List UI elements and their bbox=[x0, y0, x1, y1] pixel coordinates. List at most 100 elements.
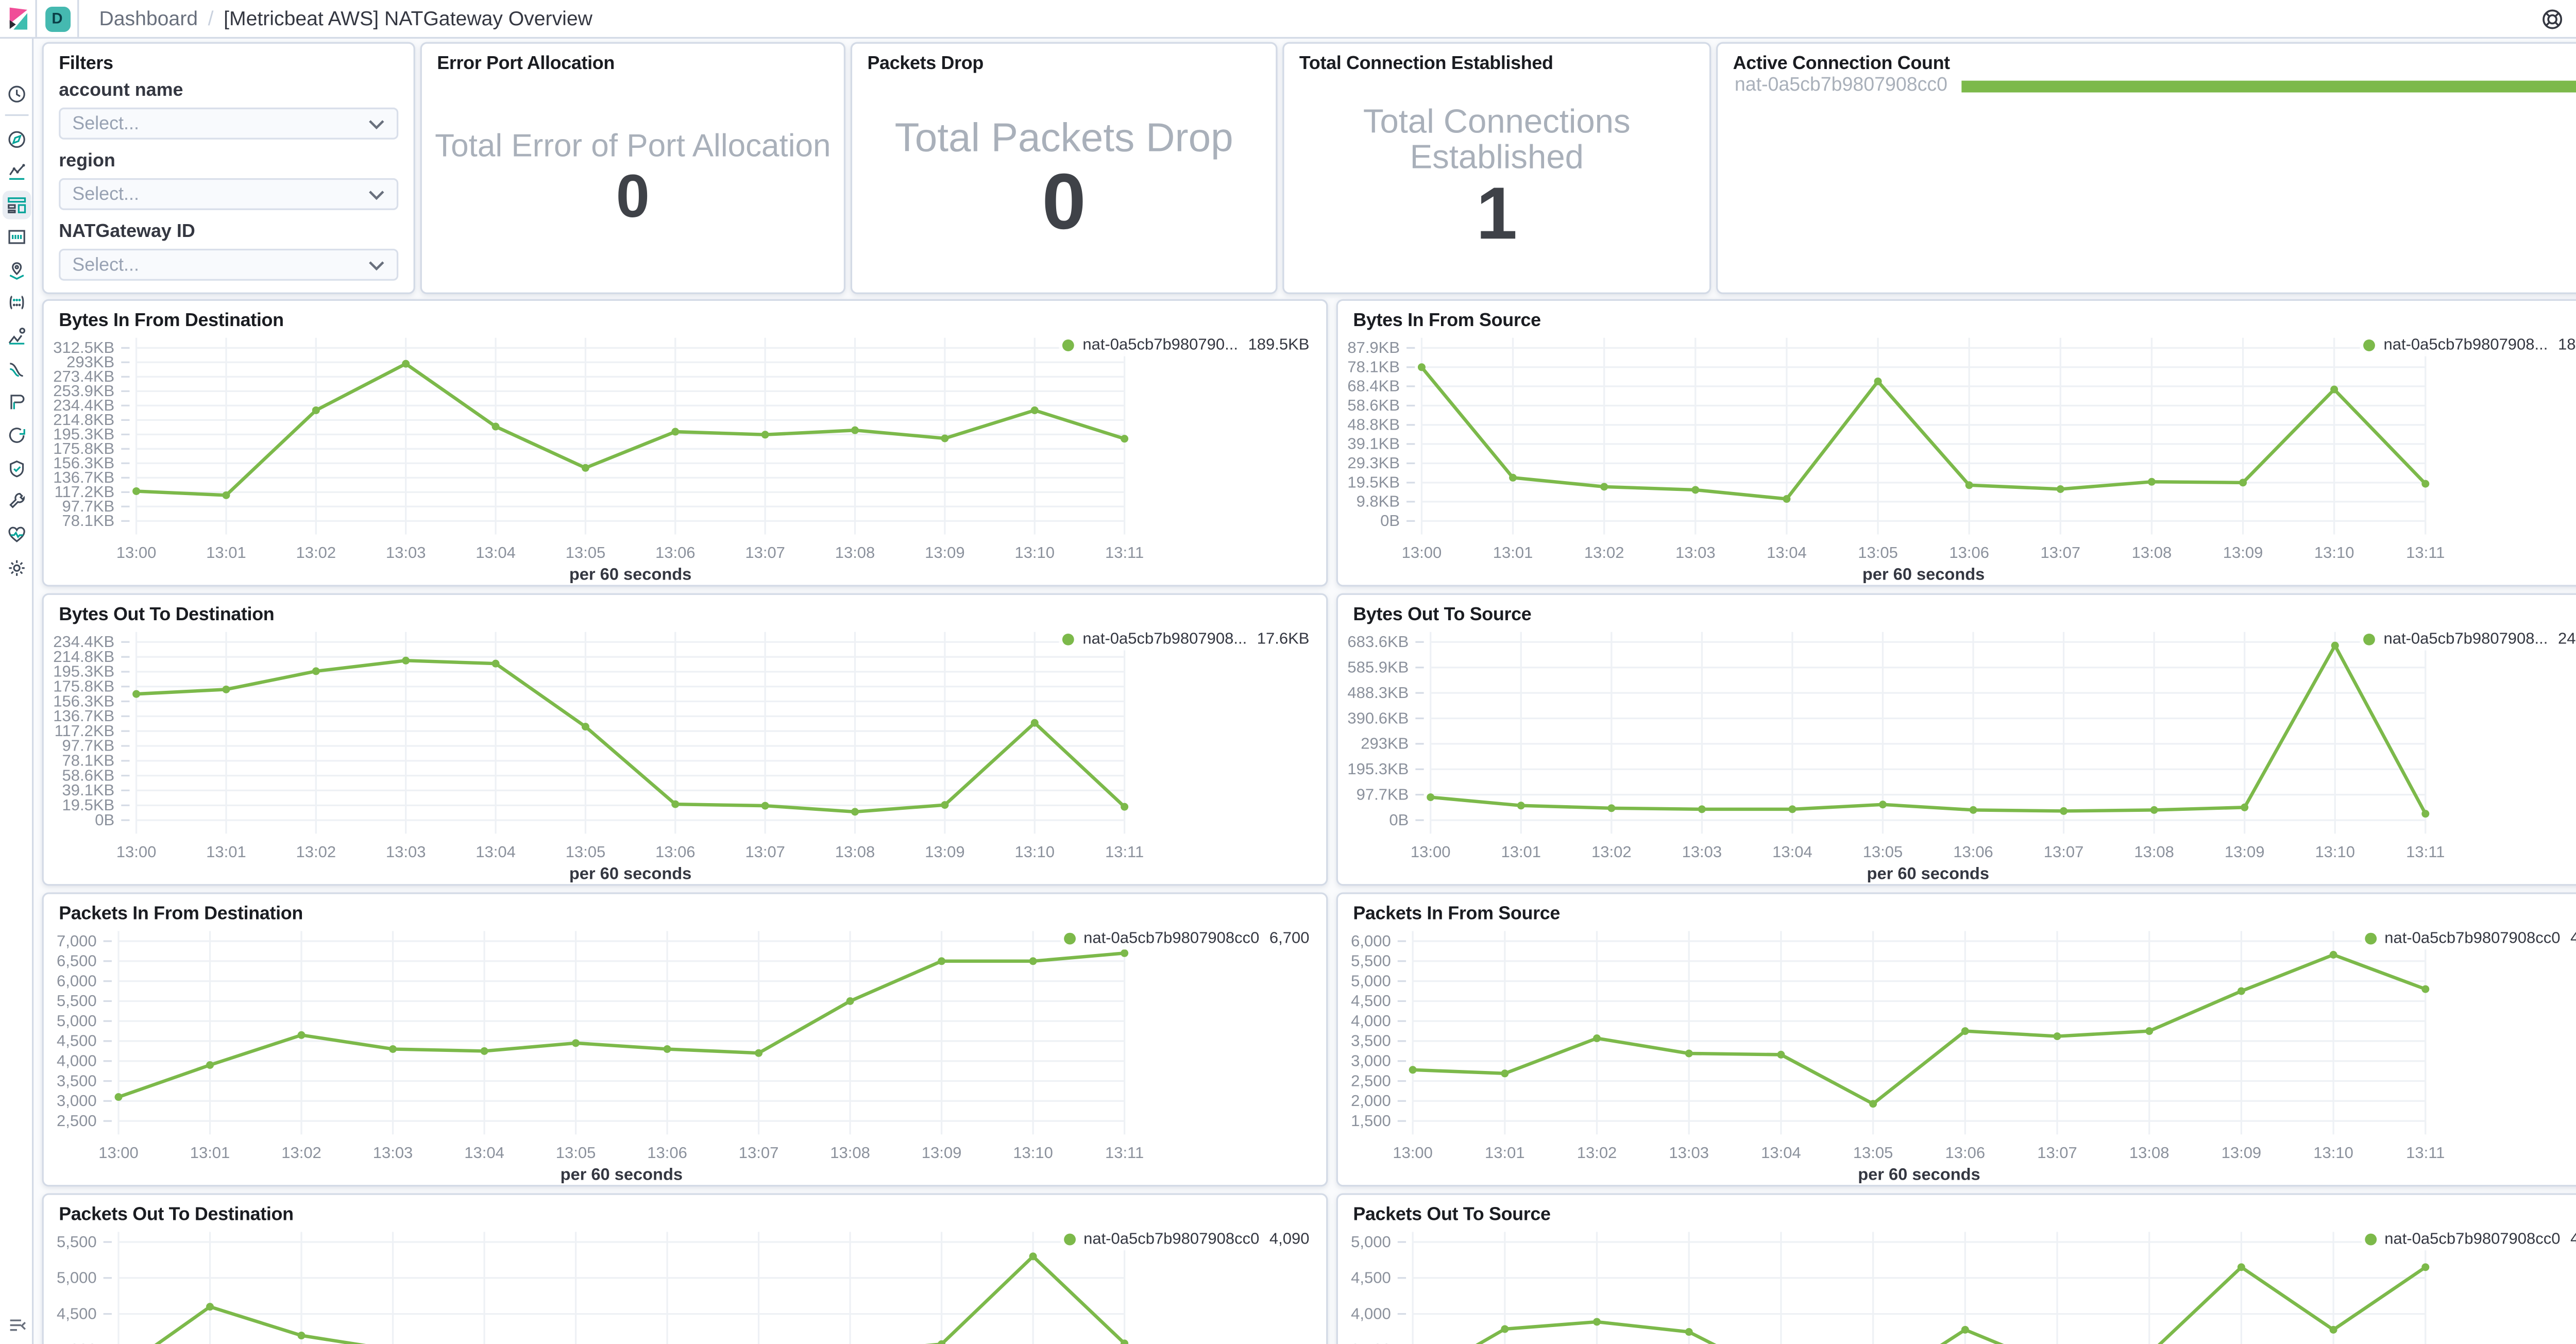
chart-legend[interactable]: nat-0a5cb7b9807908cc0 6,700 bbox=[1060, 927, 1313, 950]
svg-text:78.1KB: 78.1KB bbox=[62, 512, 115, 530]
chart-legend[interactable]: nat-0a5cb7b9807908... 17.6KB bbox=[1059, 628, 1313, 651]
sidebar-item-visualize[interactable] bbox=[5, 161, 27, 182]
select-placeholder: Select... bbox=[72, 254, 139, 275]
line-chart[interactable]: 6,000 5,500 5,000 4,500 4,000 3,500 3,0002,500… bbox=[1338, 894, 2576, 1185]
filter-account-name: account name Select... bbox=[59, 81, 399, 140]
sidebar-item-management[interactable] bbox=[5, 557, 27, 579]
chevron-down-icon bbox=[369, 119, 384, 129]
svg-text:13:07: 13:07 bbox=[2041, 543, 2081, 562]
svg-text:13:04: 13:04 bbox=[464, 1144, 504, 1162]
svg-text:13:04: 13:04 bbox=[1761, 1144, 1801, 1162]
panel-title: Packets In From Destination bbox=[59, 904, 303, 925]
panel-error-port-allocation: Error Port Allocation Total Error of Por… bbox=[420, 42, 846, 294]
svg-text:13:06: 13:06 bbox=[647, 1144, 687, 1162]
collapse-nav-icon[interactable] bbox=[7, 1314, 28, 1336]
svg-text:136.7KB: 136.7KB bbox=[53, 707, 114, 725]
stat-value: 0 bbox=[1042, 156, 1086, 246]
space-badge[interactable]: D bbox=[44, 6, 70, 31]
svg-text:97.7KB: 97.7KB bbox=[1357, 785, 1409, 803]
sidebar-item-stack-monitoring[interactable] bbox=[5, 523, 27, 545]
svg-text:13:05: 13:05 bbox=[556, 1144, 596, 1162]
svg-text:253.9KB: 253.9KB bbox=[53, 382, 114, 400]
filter-natgateway-id: NATGateway ID Select... bbox=[59, 222, 399, 281]
legend-series-label: nat-0a5cb7b9807908cc0 bbox=[1083, 1230, 1260, 1249]
sidebar-item-security[interactable] bbox=[5, 458, 27, 480]
panel-bytes-out-to-destination: 234.4KB 214.8KB 195.3KB 175.8KB 156.3KB 136.7… bbox=[42, 593, 1328, 886]
chart-legend[interactable]: nat-0a5cb7b9807908... 24.6KB bbox=[2360, 628, 2576, 651]
breadcrumb-dashboard-link[interactable]: Dashboard bbox=[99, 7, 198, 30]
line-chart[interactable]: 5,0004,5004,0003,5003,0002,50013:0013:01… bbox=[1338, 1195, 2576, 1344]
svg-text:13:00: 13:00 bbox=[98, 1144, 139, 1162]
stat-label: Total Packets Drop bbox=[894, 115, 1233, 161]
sidebar-item-logs[interactable] bbox=[5, 359, 27, 381]
svg-text:13:11: 13:11 bbox=[1105, 1144, 1144, 1162]
space-selector[interactable]: D bbox=[37, 0, 77, 37]
svg-text:156.3KB: 156.3KB bbox=[53, 454, 114, 472]
panel-title: Error Port Allocation bbox=[437, 54, 615, 74]
sidebar-item-maps[interactable] bbox=[5, 260, 27, 281]
svg-text:5,000: 5,000 bbox=[57, 1012, 97, 1030]
chart-legend[interactable]: nat-0a5cb7b980790... 189.5KB bbox=[1059, 334, 1313, 356]
svg-text:13:05: 13:05 bbox=[566, 543, 606, 562]
svg-text:13:09: 13:09 bbox=[925, 843, 965, 861]
svg-text:13:10: 13:10 bbox=[2315, 843, 2355, 861]
line-chart[interactable]: 312.5KB293KB273.4KB253.9KB234.4KB214.8KB… bbox=[44, 301, 1326, 585]
svg-text:13:01: 13:01 bbox=[1493, 543, 1533, 562]
svg-text:13:07: 13:07 bbox=[745, 843, 785, 861]
account-name-select[interactable]: Select... bbox=[59, 107, 399, 140]
sidebar-item-metrics[interactable] bbox=[5, 325, 27, 347]
svg-text:4,000: 4,000 bbox=[1351, 1304, 1391, 1322]
filter-label: NATGateway ID bbox=[59, 222, 195, 242]
svg-text:13:01: 13:01 bbox=[206, 543, 246, 562]
legend-series-label: nat-0a5cb7b9807908... bbox=[2383, 630, 2548, 649]
svg-text:13:05: 13:05 bbox=[1858, 543, 1898, 562]
chevron-down-icon bbox=[369, 190, 384, 199]
sidebar-item-canvas[interactable] bbox=[5, 226, 27, 248]
line-chart[interactable]: 683.6KB 585.9KB 488.3KB 390.6KB 293KB 195.3KB… bbox=[1338, 595, 2576, 884]
svg-text:13:11: 13:11 bbox=[2406, 843, 2445, 861]
svg-text:13:00: 13:00 bbox=[116, 543, 157, 562]
svg-text:13:11: 13:11 bbox=[1105, 843, 1144, 861]
svg-text:293KB: 293KB bbox=[1361, 735, 1409, 753]
line-chart[interactable]: 5,5005,0004,5004,0003,5003,00013:0013:01… bbox=[44, 1195, 1326, 1344]
panel-title: Packets In From Source bbox=[1353, 904, 1561, 925]
kibana-logo[interactable] bbox=[0, 0, 36, 37]
sidebar-item-dashboard-selected[interactable] bbox=[2, 191, 30, 219]
svg-text:13:02: 13:02 bbox=[296, 543, 336, 562]
chart-legend[interactable]: nat-0a5cb7b9807908... 18.9KB bbox=[2360, 334, 2576, 356]
legend-series-value: 6,700 bbox=[1269, 929, 1310, 948]
sidebar-item-apm[interactable] bbox=[5, 391, 27, 413]
svg-text:13:02: 13:02 bbox=[296, 843, 336, 861]
legend-series-dot bbox=[2364, 932, 2376, 945]
region-select[interactable]: Select... bbox=[59, 178, 399, 210]
line-chart[interactable]: 234.4KB214.8KB195.3KB175.8KB156.3KB136.7… bbox=[44, 595, 1326, 884]
chart-legend[interactable]: nat-0a5cb7b9807908cc0 4,090 bbox=[1060, 1228, 1313, 1251]
svg-text:13:07: 13:07 bbox=[745, 543, 785, 562]
natgateway-id-select[interactable]: Select... bbox=[59, 248, 399, 281]
line-chart[interactable]: 7,000 6,500 6,000 5,500 5,000 4,500 4,0003,500… bbox=[44, 894, 1326, 1185]
svg-text:per 60 seconds: per 60 seconds bbox=[569, 863, 691, 882]
svg-text:13:03: 13:03 bbox=[386, 843, 426, 861]
svg-text:13:06: 13:06 bbox=[1953, 843, 1993, 861]
panel-packets-out-to-destination: 5,5005,0004,5004,0003,5003,00013:0013:01… bbox=[42, 1193, 1328, 1344]
sidebar-item-uptime[interactable] bbox=[5, 424, 27, 446]
chart-legend[interactable]: nat-0a5cb7b9807908cc0 4,650 bbox=[2361, 1228, 2576, 1251]
legend-series-value: 24.6KB bbox=[2557, 630, 2576, 649]
chart-legend[interactable]: nat-0a5cb7b9807908cc0 4,800 bbox=[2361, 927, 2576, 950]
chevron-down-icon bbox=[369, 260, 384, 270]
legend-series-dot bbox=[2363, 339, 2376, 351]
panel-bytes-in-from-source: 87.9KB 78.1KB 68.4KB 58.6KB 48.8KB 39.1KB 29.3… bbox=[1336, 299, 2576, 587]
sidebar-item-machine-learning[interactable] bbox=[5, 292, 27, 313]
legend-series-label: nat-0a5cb7b9807908... bbox=[1082, 630, 1247, 649]
recently-viewed-icon[interactable] bbox=[5, 83, 27, 105]
legend-series-label: nat-0a5cb7b9807908cc0 bbox=[1083, 929, 1260, 948]
svg-text:13:11: 13:11 bbox=[1105, 543, 1144, 562]
svg-text:39.1KB: 39.1KB bbox=[1347, 435, 1400, 453]
svg-text:68.4KB: 68.4KB bbox=[1347, 377, 1400, 395]
sidebar-item-discover[interactable] bbox=[5, 129, 27, 150]
help-icon[interactable] bbox=[2540, 6, 2565, 31]
svg-text:3,500: 3,500 bbox=[1351, 1340, 1391, 1344]
filters-title: Filters bbox=[59, 54, 113, 74]
sidebar-item-dev-tools[interactable] bbox=[5, 490, 27, 512]
